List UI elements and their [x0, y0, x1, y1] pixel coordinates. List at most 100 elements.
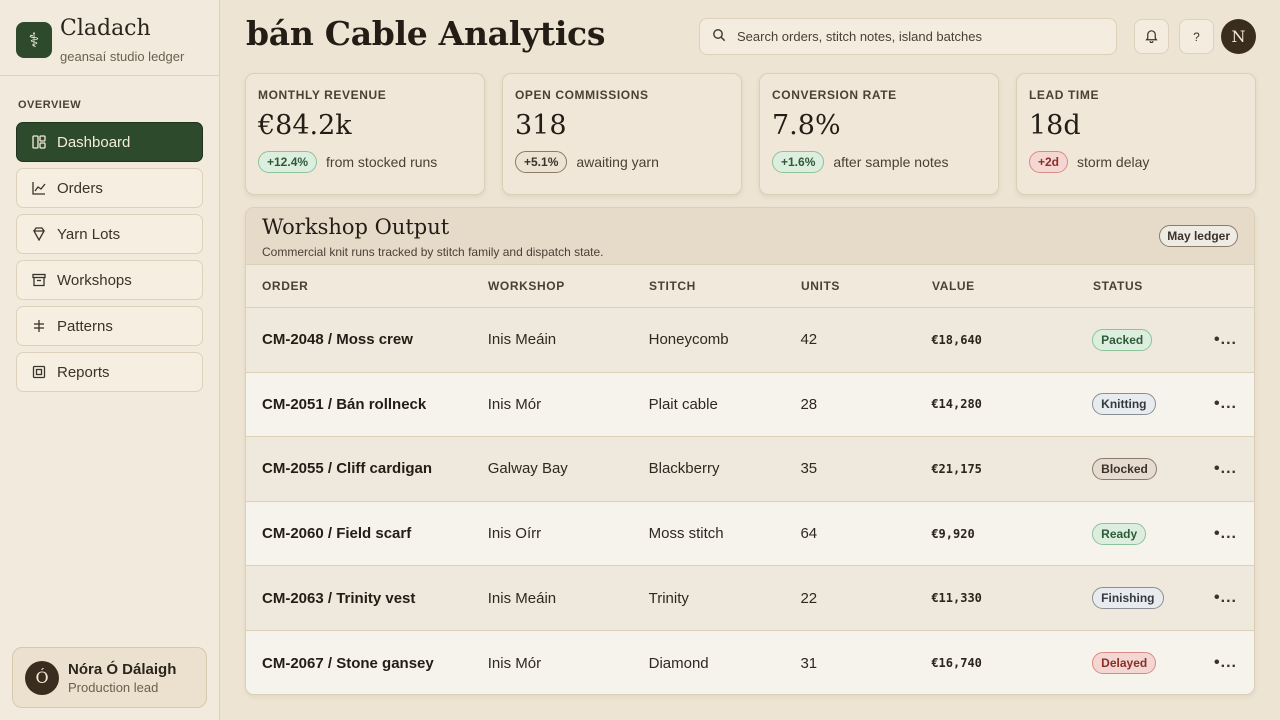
units-cell: 28 [800, 395, 818, 413]
table-row[interactable]: CM-2063 / Trinity vest Inis Meáin Trinit… [246, 566, 1254, 631]
panel-subtitle: Commercial knit runs tracked by stitch f… [262, 245, 604, 259]
sidebar: ⚕ Cladach geansaí studio ledger OVERVIEW… [0, 0, 220, 720]
status-badge: Knitting [1092, 393, 1156, 416]
kpi-label: CONVERSION RATE [772, 88, 897, 102]
brand: ⚕ Cladach geansaí studio ledger [0, 0, 219, 76]
kpi-value: 318 [515, 110, 567, 141]
order-cell: CM-2048 / Moss crew [262, 331, 413, 349]
row-more-button[interactable]: •... [1214, 395, 1237, 413]
column-header-units[interactable]: UNITS [801, 279, 840, 293]
sidebar-item-label: Yarn Lots [57, 225, 121, 243]
help-button[interactable]: ? [1179, 19, 1214, 54]
table-header: ORDER WORKSHOP STITCH UNITS VALUE STATUS [246, 265, 1254, 308]
page-title: bán Cable Analytics [246, 14, 606, 53]
kpi-note: awaiting yarn [576, 154, 659, 170]
workshop-cell: Inis Oírr [487, 525, 542, 543]
column-header-workshop[interactable]: WORKSHOP [488, 279, 565, 293]
kpi-value: 7.8% [772, 110, 841, 141]
units-cell: 35 [800, 460, 818, 478]
kpi-label: OPEN COMMISSIONS [515, 88, 649, 102]
value-cell: €21,175 [931, 461, 982, 476]
status-badge: Delayed [1092, 652, 1157, 675]
profile-role: Production lead [68, 679, 159, 695]
table-row[interactable]: CM-2055 / Cliff cardigan Galway Bay Blac… [246, 437, 1254, 502]
status-badge: Packed [1092, 328, 1153, 351]
workshop-cell: Inis Mór [487, 654, 542, 672]
table-row[interactable]: CM-2048 / Moss crew Inis Meáin Honeycomb… [246, 308, 1254, 373]
column-header-status[interactable]: STATUS [1093, 279, 1143, 293]
user-avatar[interactable]: N [1221, 19, 1256, 54]
profile-name: Nóra Ó Dálaigh [68, 660, 177, 678]
workshop-cell: Galway Bay [487, 460, 568, 478]
status-badge: Blocked [1092, 457, 1157, 480]
kpi-note: after sample notes [833, 154, 949, 170]
ledger-badge[interactable]: May ledger [1159, 225, 1238, 247]
sidebar-item-patterns[interactable]: Patterns [16, 306, 203, 346]
dashboard-icon [31, 134, 47, 150]
user-profile[interactable]: Ó Nóra Ó Dálaigh Production lead [12, 647, 207, 708]
search-icon [712, 28, 737, 45]
sidebar-item-workshops[interactable]: Workshops [16, 260, 203, 300]
row-more-button[interactable]: •... [1214, 589, 1237, 607]
kpi-card-lead-time: LEAD TIME 18d +2d storm delay [1016, 73, 1256, 195]
stitch-cell: Honeycomb [648, 331, 729, 349]
stitch-cell: Blackberry [648, 460, 720, 478]
table-row[interactable]: CM-2067 / Stone gansey Inis Mór Diamond … [246, 630, 1254, 694]
status-badge: Ready [1092, 522, 1147, 545]
sidebar-item-yarn-lots[interactable]: Yarn Lots [16, 214, 203, 254]
pattern-icon [31, 318, 47, 334]
sidebar-nav: Dashboard Orders Yarn Lots Workshops Pat… [0, 122, 219, 392]
sidebar-item-orders[interactable]: Orders [16, 168, 203, 208]
order-cell: CM-2063 / Trinity vest [262, 589, 416, 607]
stitch-cell: Diamond [648, 654, 709, 672]
column-header-stitch[interactable]: STITCH [649, 279, 696, 293]
kpi-value: €84.2k [258, 110, 352, 141]
kpi-card-conversion-rate: CONVERSION RATE 7.8% +1.6% after sample … [759, 73, 999, 195]
order-cell: CM-2060 / Field scarf [262, 525, 412, 543]
units-cell: 31 [800, 654, 818, 672]
row-more-button[interactable]: •... [1214, 459, 1237, 477]
units-cell: 22 [800, 589, 818, 607]
kpi-note: storm delay [1077, 154, 1150, 170]
row-more-button[interactable]: •... [1214, 330, 1237, 348]
order-cell: CM-2051 / Bán rollneck [262, 395, 427, 413]
brand-subtitle: geansaí studio ledger [60, 49, 185, 64]
table-row[interactable]: CM-2051 / Bán rollneck Inis Mór Plait ca… [246, 372, 1254, 438]
knot-icon[interactable]: ⚕ [16, 22, 52, 58]
sidebar-item-label: Orders [57, 179, 103, 197]
value-cell: €11,330 [931, 591, 982, 606]
kpi-card-open-commissions: OPEN COMMISSIONS 318 +5.1% awaiting yarn [502, 73, 742, 195]
table-row[interactable]: CM-2060 / Field scarf Inis Oírr Moss sti… [246, 501, 1254, 567]
nav-heading: OVERVIEW [18, 99, 82, 111]
workshop-cell: Inis Meáin [487, 331, 557, 349]
column-header-order[interactable]: ORDER [262, 279, 309, 293]
sidebar-item-label: Workshops [57, 271, 132, 289]
stitch-cell: Moss stitch [648, 525, 724, 543]
sidebar-item-dashboard[interactable]: Dashboard [16, 122, 203, 162]
kpi-note: from stocked runs [326, 154, 438, 170]
notifications-button[interactable] [1134, 19, 1169, 54]
search-placeholder: Search orders, stitch notes, island batc… [737, 29, 982, 44]
stitch-cell: Trinity [648, 589, 689, 607]
column-header-value[interactable]: VALUE [932, 279, 975, 293]
kpi-value: 18d [1029, 110, 1081, 141]
report-icon [31, 364, 47, 380]
search-input[interactable]: Search orders, stitch notes, island batc… [699, 18, 1117, 55]
gem-icon [31, 226, 47, 242]
row-more-button[interactable]: •... [1214, 654, 1237, 672]
workshop-output-panel: Workshop Output Commercial knit runs tra… [245, 207, 1255, 695]
row-more-button[interactable]: •... [1214, 524, 1237, 542]
order-cell: CM-2067 / Stone gansey [262, 654, 434, 672]
avatar: Ó [25, 660, 59, 695]
bell-icon [1144, 28, 1159, 46]
archive-icon [31, 272, 47, 288]
status-badge: Finishing [1092, 587, 1164, 610]
order-cell: CM-2055 / Cliff cardigan [262, 460, 433, 478]
sidebar-item-label: Reports [57, 363, 110, 381]
value-cell: €14,280 [931, 397, 982, 412]
value-cell: €18,640 [931, 332, 982, 347]
sidebar-item-reports[interactable]: Reports [16, 352, 203, 392]
panel-header: Workshop Output Commercial knit runs tra… [246, 208, 1254, 265]
kpi-delta-badge: +12.4% [258, 151, 318, 173]
kpi-delta-badge: +5.1% [515, 151, 568, 173]
